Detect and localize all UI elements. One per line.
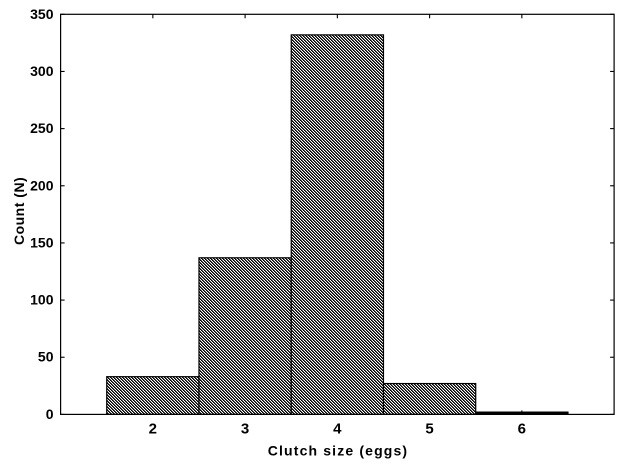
- svg-text:50: 50: [38, 349, 54, 365]
- svg-text:5: 5: [425, 421, 433, 438]
- svg-text:0: 0: [46, 406, 54, 422]
- svg-text:6: 6: [518, 421, 526, 438]
- svg-text:4: 4: [333, 421, 342, 438]
- svg-text:Count (N): Count (N): [11, 177, 27, 245]
- svg-text:300: 300: [30, 63, 54, 79]
- svg-text:100: 100: [30, 292, 54, 308]
- svg-text:200: 200: [30, 177, 54, 193]
- svg-text:150: 150: [30, 234, 54, 250]
- svg-text:Clutch size (eggs): Clutch size (eggs): [268, 443, 409, 459]
- svg-text:250: 250: [30, 120, 54, 136]
- svg-text:3: 3: [241, 421, 249, 438]
- svg-text:350: 350: [30, 6, 54, 22]
- svg-text:2: 2: [149, 421, 157, 438]
